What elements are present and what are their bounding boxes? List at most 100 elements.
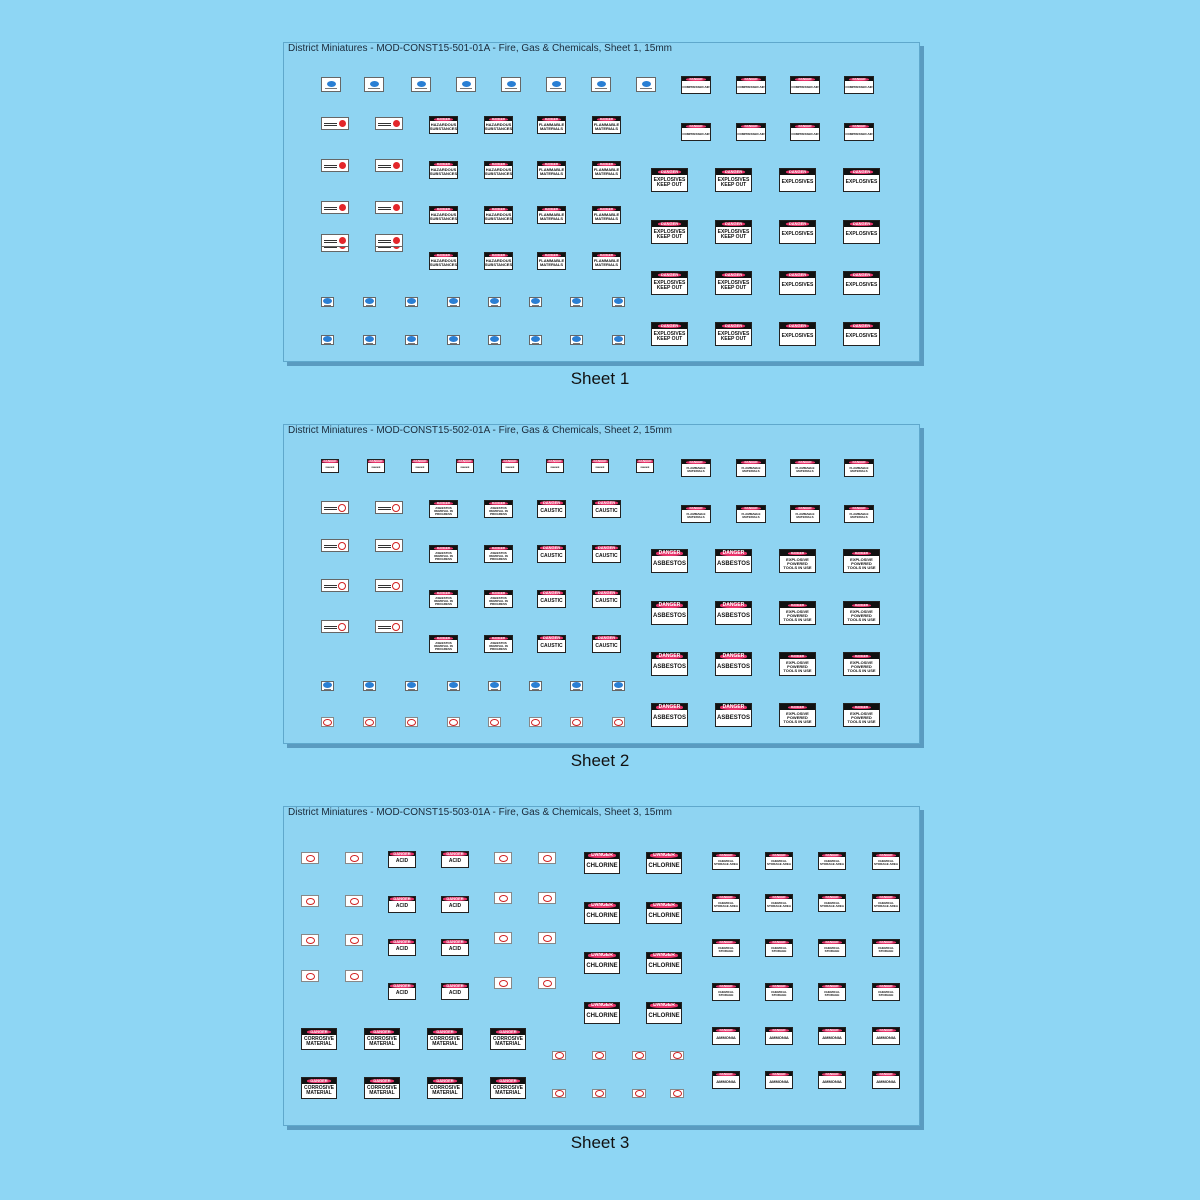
danger-sign: DANGER EXPLOSIVE POWERED TOOLS IN USE [843,549,880,573]
sign-text: EXPLOSIVE POWERED TOOLS IN USE [847,659,876,674]
danger-header: DANGER [442,984,468,989]
danger-label: DANGER [787,654,807,658]
danger-label: DANGER [588,1003,616,1009]
danger-label: DANGER [390,897,414,902]
danger-sign: DANGER CHLORINE [584,902,620,924]
sign-text: CAUSTIC [540,507,563,514]
prohibition-notice [592,1051,606,1060]
prohibition-icon [554,1090,564,1097]
prohibition-icon [349,854,359,862]
danger-header: DANGER [430,636,457,641]
notice-text-line [377,207,392,208]
danger-sign: DANGER CAUSTIC [592,545,621,563]
danger-header: DANGER [538,546,565,551]
prohibition-notice [538,852,556,864]
danger-header: DANGER [844,602,879,609]
danger-header: DANGER [538,253,565,258]
danger-label: DANGER [795,124,815,128]
notice-text-line [449,689,458,690]
danger-label: DANGER [716,853,736,857]
notice-text-line [614,343,623,344]
danger-sign: DANGER CHEMICAL STORAGE [765,983,793,1001]
danger-label: DANGER [686,460,706,464]
danger-label: DANGER [443,897,467,902]
prohibition-icon [634,1052,644,1059]
notice-text-line [407,305,416,306]
sign-text: EXPLOSIVES [781,282,814,289]
sign-text: ACID [448,989,462,996]
ppe-icon [490,682,499,688]
prohibition-notice [301,970,319,982]
sign-text: FLAMMABLE MATERIALS [538,167,565,177]
ppe-icon [449,682,458,688]
danger-header: DANGER [593,501,620,506]
danger-label: DANGER [822,984,842,988]
ppe-icon [614,298,623,304]
danger-label: DANGER [307,1078,331,1083]
danger-label: DANGER [719,602,748,608]
sign-text: EXPLOSIVES KEEP OUT [653,228,686,241]
prohibition-icon [349,972,359,980]
notice-text-line [531,689,540,690]
prohibition-notice [345,895,363,907]
danger-sign: DANGER COMPRESSED AIR [844,76,874,94]
danger-header: DANGER [780,221,815,228]
danger-sign: DANGER HAZARDOUS SUBSTANCES [484,116,513,134]
danger-label: DANGER [741,124,761,128]
danger-label: DANGER [769,895,789,899]
sign-text: FLAMMABLE MATERIALS [686,512,706,520]
prohibition-icon [498,979,508,987]
danger-label: DANGER [785,324,810,329]
sheet-caption: Sheet 3 [570,1133,630,1152]
mandatory-notice [447,297,460,307]
danger-sign: DANGER COMPRESSED AIR [844,123,874,141]
danger-header: DANGER [873,853,899,858]
sign-text: ASBESTOS [653,714,686,721]
sign-text: EXPLOSIVE POWERED TOOLS IN USE [847,710,876,725]
sign-text: FLAMMABLE MATERIALS [795,512,815,520]
sign-text: FLAMMABLE MATERIALS [849,512,869,520]
sign-text: FLAMMABLE MATERIALS [686,466,706,474]
danger-sign: DANGER HAZARDOUS SUBSTANCES [429,206,458,224]
prohibition-icon [634,1090,644,1097]
ppe-icon [365,336,374,342]
sheet-caption: Sheet 2 [570,751,630,770]
sign-text: CHEMICAL STORAGE AREA [713,859,738,867]
danger-header: DANGER [593,591,620,596]
danger-header: DANGER [873,940,899,945]
danger-label: DANGER [541,117,561,121]
flammable-notice [321,117,349,130]
mandatory-notice [612,335,625,345]
sign-text: ACID [395,857,409,864]
danger-sign: DANGER EXPLOSIVE POWERED TOOLS IN USE [779,549,816,573]
flammable-notice [321,201,349,214]
danger-label: DANGER [785,222,810,227]
prohibition-icon [498,934,508,942]
danger-label: DANGER [655,550,684,556]
sign-text: AMMONIA [716,1035,736,1041]
danger-sign: DANGER ASBESTOS [651,549,688,573]
danger-sign: DANGER EXPLOSIVE POWERED TOOLS IN USE [779,703,816,727]
danger-label: DANGER [433,162,453,166]
danger-sign: DANGER CAUSTIC [592,590,621,608]
sign-text: CHEMICAL STORAGE [824,946,840,954]
danger-sign: DANGER CHEMICAL STORAGE [818,939,846,957]
danger-header: DANGER [389,940,415,945]
danger-header: DANGER [844,550,879,557]
prohibition-icon [542,934,552,942]
sign-text: ASBESTOS REMOVAL IN PROGRESS [434,595,453,606]
danger-sign: DANGER EXPLOSIVE POWERED TOOLS IN USE [843,601,880,625]
danger-label: DANGER [769,940,789,944]
sign-text: ASBESTOS [653,560,686,567]
danger-header: DANGER [780,550,815,557]
prohibition-notice [538,892,556,904]
danger-label: DANGER [650,903,678,909]
danger-label: DANGER [588,853,616,859]
prohibition-icon [594,1090,604,1097]
ppe-icon [614,682,623,688]
danger-label: DANGER [433,501,453,505]
danger-header: DANGER [844,272,879,279]
sheet-caption: Sheet 1 [570,369,630,388]
danger-header: DANGER [791,460,819,465]
notice-text-line [323,165,338,166]
